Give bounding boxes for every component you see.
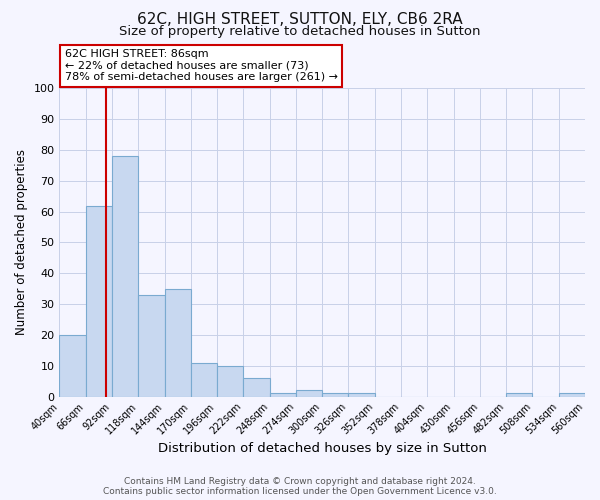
Bar xyxy=(138,295,164,396)
Bar xyxy=(349,394,375,396)
Bar xyxy=(296,390,322,396)
Bar xyxy=(59,335,86,396)
Text: Contains public sector information licensed under the Open Government Licence v3: Contains public sector information licen… xyxy=(103,487,497,496)
Bar xyxy=(559,394,585,396)
Bar xyxy=(86,206,112,396)
Text: 62C HIGH STREET: 86sqm
← 22% of detached houses are smaller (73)
78% of semi-det: 62C HIGH STREET: 86sqm ← 22% of detached… xyxy=(65,49,338,82)
Bar xyxy=(164,288,191,397)
Text: Size of property relative to detached houses in Sutton: Size of property relative to detached ho… xyxy=(119,25,481,38)
Bar xyxy=(244,378,269,396)
Y-axis label: Number of detached properties: Number of detached properties xyxy=(15,150,28,336)
Text: 62C, HIGH STREET, SUTTON, ELY, CB6 2RA: 62C, HIGH STREET, SUTTON, ELY, CB6 2RA xyxy=(137,12,463,28)
Bar xyxy=(112,156,138,396)
Text: Contains HM Land Registry data © Crown copyright and database right 2024.: Contains HM Land Registry data © Crown c… xyxy=(124,478,476,486)
Bar xyxy=(217,366,244,396)
X-axis label: Distribution of detached houses by size in Sutton: Distribution of detached houses by size … xyxy=(158,442,487,455)
Bar xyxy=(506,394,532,396)
Bar xyxy=(269,394,296,396)
Bar xyxy=(191,362,217,396)
Bar xyxy=(322,394,349,396)
